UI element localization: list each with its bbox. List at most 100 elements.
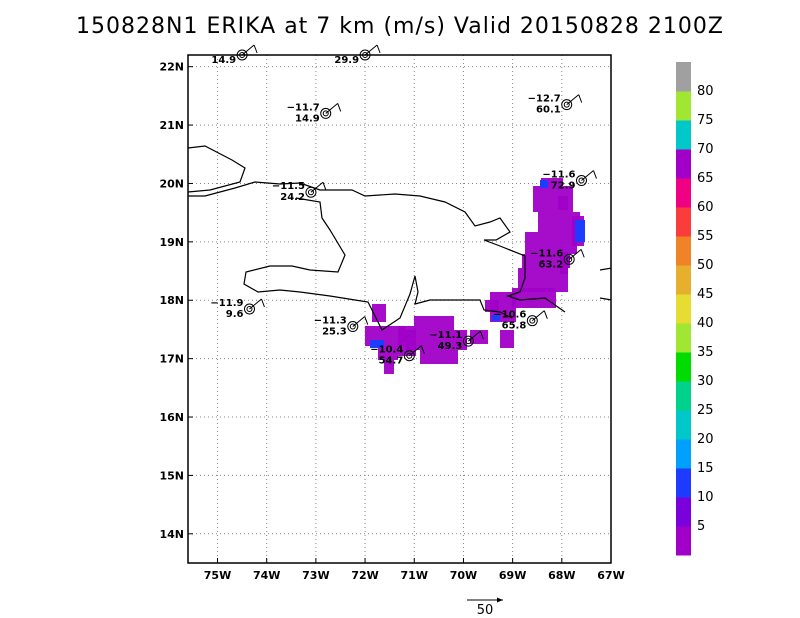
observation-marker: −12.760.1	[528, 94, 583, 116]
observation-top-value: −11.6	[530, 248, 563, 259]
wind-cell-high	[370, 340, 384, 348]
wind-cell-high	[575, 220, 585, 242]
wind-barb-flag	[376, 44, 381, 54]
marker-inner-ring	[349, 323, 356, 330]
wind-cell	[378, 346, 398, 360]
colorbar-label: 70	[697, 142, 714, 157]
coastline-segment	[599, 297, 611, 301]
axis-ticks: 14N 15N 16N 17N 18N 19N 20N 21N 22N 75W 74W 73W 72W 7…	[159, 61, 624, 582]
reference-arrow-head	[497, 597, 503, 603]
observation-bottom-value: 63.2	[539, 259, 564, 270]
colorbar-label: 20	[697, 432, 714, 447]
observation-bottom-value: 54.7	[379, 356, 404, 367]
marker-inner-ring	[529, 317, 536, 324]
marker-inner-ring	[246, 306, 253, 312]
wind-cell-high	[540, 180, 548, 188]
colorbar-label: 25	[697, 403, 714, 418]
colorbar-label: 15	[697, 461, 714, 476]
colorbar-swatch	[676, 468, 691, 498]
observation-marker: −11.714.9	[287, 102, 342, 124]
wind-speed-field	[365, 178, 585, 374]
wind-barb-staff	[531, 310, 545, 322]
observation-marker: −11.672.9	[542, 170, 597, 192]
observation-bottom-value: 14.9	[295, 113, 320, 124]
wind-barb-staff	[566, 94, 580, 106]
marker-inner-ring	[406, 352, 413, 359]
colorbar-swatch	[676, 323, 691, 353]
coastline-segment	[188, 145, 246, 193]
colorbar-swatch	[676, 497, 691, 527]
colorbar-swatch	[676, 207, 691, 237]
colorbar-swatch	[676, 62, 691, 92]
colorbar-label: 60	[697, 200, 714, 215]
wind-cell	[485, 300, 499, 312]
observation-top-value: −12.7	[528, 94, 561, 105]
marker-outer-ring	[563, 253, 575, 265]
marker-inner-ring	[566, 256, 573, 263]
lat-tick-label: 22N	[159, 61, 184, 74]
observation-top-value: −11.6	[542, 170, 575, 181]
observation-marker: −11.99.6	[210, 298, 265, 320]
wind-barb-flag	[337, 103, 342, 112]
lat-tick-label: 15N	[159, 469, 184, 482]
colorbar-label: 65	[697, 171, 714, 186]
wind-barb-staff	[568, 248, 582, 260]
wind-cell	[558, 196, 568, 210]
lon-tick-label: 69W	[499, 569, 526, 582]
wind-cell	[538, 212, 580, 232]
marker-inner-ring	[563, 101, 570, 108]
observation-bottom-value: 25.3	[322, 327, 347, 338]
marker-outer-ring	[320, 107, 332, 119]
wind-barb-flag	[578, 94, 583, 103]
wind-barb-staff	[352, 316, 366, 327]
observation-marker: −11.663.2	[530, 248, 585, 270]
lon-tick-label: 73W	[302, 569, 329, 582]
marker-outer-ring	[462, 335, 474, 347]
colorbar-swatch	[676, 439, 691, 469]
wind-barb-flag	[593, 170, 597, 179]
observation-top-value: −11.3	[314, 316, 347, 327]
observation-markers: 14.9 29.9−11.714.9−12.760.1−11.524.2−11.6…	[210, 44, 597, 367]
wind-cell	[405, 330, 467, 350]
graticule	[188, 55, 612, 563]
colorbar: 5 10 15 20 25 30 35 40 45 50 55 60 65 70 75 80	[676, 62, 714, 556]
colorbar-label: 45	[697, 287, 714, 302]
colorbar-label: 10	[697, 490, 714, 505]
wind-cell	[522, 254, 570, 268]
lon-tick-label: 71W	[401, 569, 428, 582]
lat-tick-label: 18N	[159, 294, 184, 307]
observation-bottom-value: 60.1	[536, 105, 561, 116]
lon-tick-label: 68W	[548, 569, 575, 582]
lat-tick-label: 16N	[159, 411, 184, 424]
colorbar-label: 50	[697, 258, 714, 273]
observation-top-value: −10.6	[493, 310, 526, 321]
wind-barb-staff	[581, 170, 594, 181]
lat-tick-label: 17N	[159, 353, 184, 366]
observation-bottom-value: 24.2	[280, 192, 305, 203]
colorbar-swatch	[676, 352, 691, 382]
observation-bottom-value: 14.9	[211, 55, 236, 66]
wind-barb-flag	[261, 298, 265, 308]
lat-tick-label: 21N	[159, 119, 184, 132]
wind-barb-staff	[325, 103, 339, 114]
marker-outer-ring	[305, 186, 317, 198]
observation-bottom-value: 49.3	[438, 341, 463, 352]
wind-barb-flag	[580, 249, 585, 258]
marker-inner-ring	[465, 338, 472, 345]
colorbar-swatch	[676, 381, 691, 411]
wind-cell	[541, 178, 563, 186]
observation-marker: −11.524.2	[272, 181, 327, 203]
observation-bottom-value: 65.8	[502, 321, 527, 332]
marker-outer-ring	[243, 303, 255, 315]
colorbar-label: 5	[697, 519, 705, 534]
observation-bottom-value: 72.9	[551, 181, 576, 192]
colorbar-swatch	[676, 294, 691, 324]
wind-cell	[500, 330, 514, 348]
wind-barb-staff	[241, 44, 255, 56]
lon-tick-label: 75W	[204, 569, 231, 582]
wind-cell	[384, 360, 394, 374]
wind-barb-staff	[310, 181, 324, 193]
wind-cell	[470, 330, 488, 344]
wind-cell	[414, 316, 454, 330]
observation-top-value: −11.5	[272, 181, 305, 192]
